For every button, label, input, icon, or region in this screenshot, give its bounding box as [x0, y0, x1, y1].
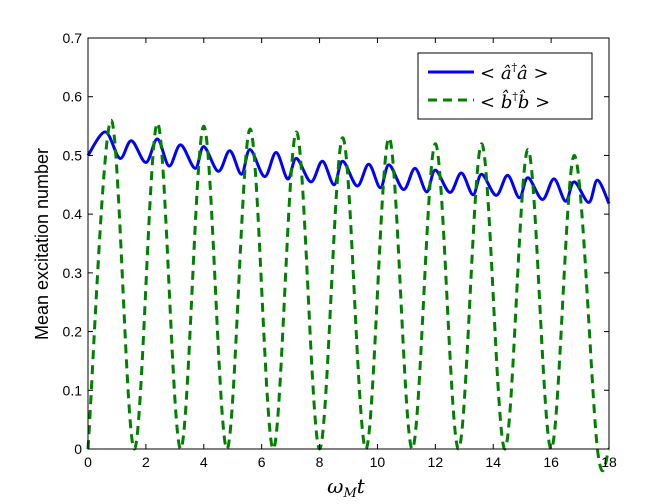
plot-frame	[87, 37, 610, 450]
y-axis-label: Mean excitation number	[32, 148, 52, 340]
y-tick-label: 0	[74, 441, 82, 457]
x-tick-label: 10	[370, 454, 386, 470]
legend-label-a: < â†â >	[480, 61, 549, 84]
legend: < â†â > < b̂†b̂ >	[417, 52, 593, 120]
series-layer	[86, 118, 611, 473]
x-tick-label: 0	[84, 454, 92, 470]
x-tick-label: 6	[258, 454, 266, 470]
x-tick-label: 12	[428, 454, 444, 470]
x-tick-label: 16	[543, 454, 559, 470]
y-tick-label: 0.5	[63, 147, 83, 163]
x-tick-label: 4	[200, 454, 208, 470]
y-tick-label: 0.6	[63, 89, 83, 105]
y-tick-label: 0.1	[63, 382, 83, 398]
x-tick-label: 18	[601, 454, 617, 470]
axes-layer: 0 2 4 6 8 10 12 14 16 18 0 0.1 0.2 0.3 0.4 0.5 0.6 0.7	[63, 30, 617, 470]
series-line-2	[86, 118, 611, 473]
y-tick-label: 0.7	[63, 30, 83, 46]
y-tick-label: 0.2	[63, 324, 83, 340]
y-tick-label: 0.3	[63, 265, 83, 281]
x-tick-label: 8	[316, 454, 324, 470]
x-tick-label: 2	[142, 454, 150, 470]
x-tick-label: 14	[485, 454, 501, 470]
legend-box	[417, 52, 593, 120]
y-tick-label: 0.4	[63, 206, 83, 222]
x-axis-label: ωMt	[327, 474, 366, 501]
series-line-1	[86, 130, 611, 205]
